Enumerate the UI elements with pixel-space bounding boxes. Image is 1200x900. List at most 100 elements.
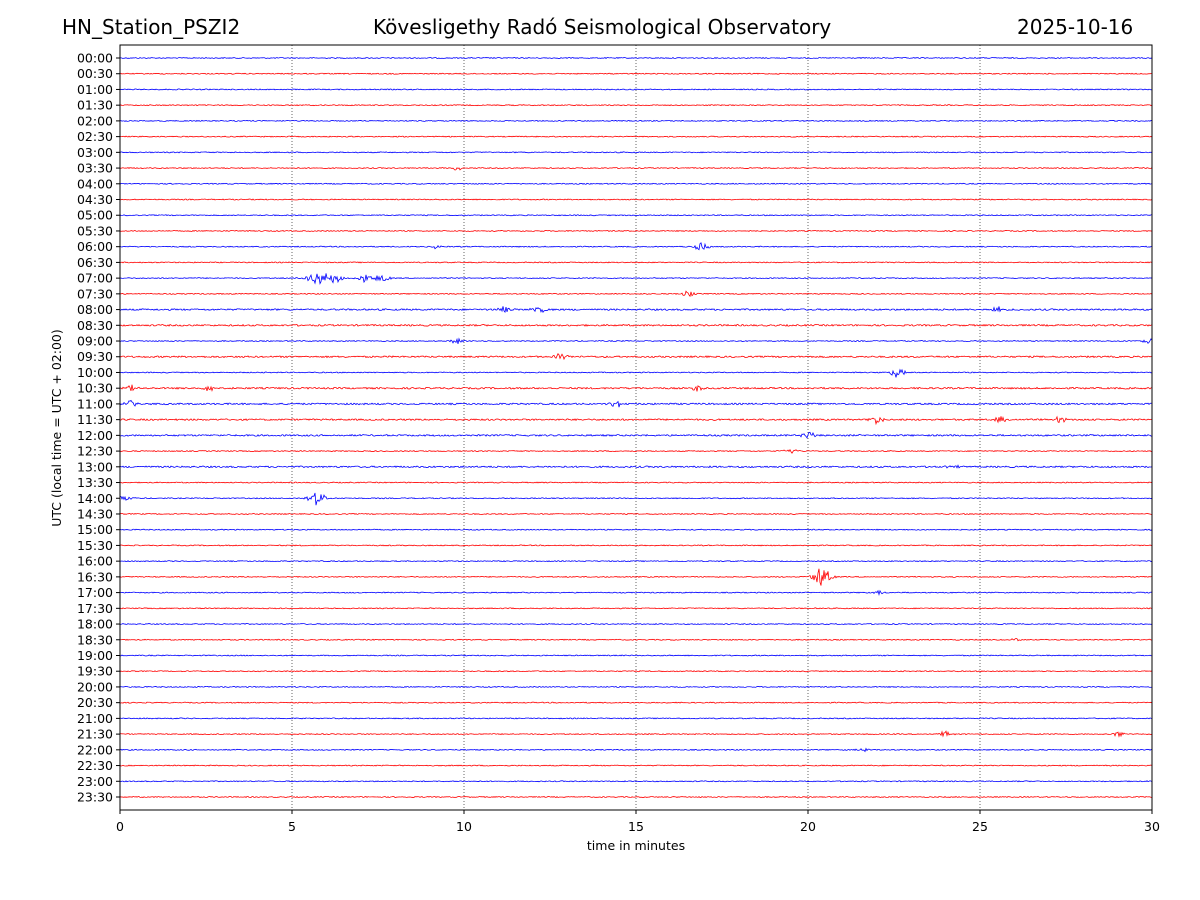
trace-0400: [119, 182, 1153, 185]
y-axis-label: UTC (local time = UTC + 02:00): [49, 329, 64, 527]
y-tick-label: 10:00: [77, 365, 113, 380]
trace-1630: [119, 568, 1153, 586]
trace-2130: [119, 730, 1153, 738]
y-tick-label: 19:00: [77, 648, 113, 663]
y-tick-label: 17:00: [77, 585, 113, 600]
y-tick-label: 03:00: [77, 145, 113, 160]
y-tick-label: 06:30: [77, 255, 113, 270]
trace-0330: [119, 167, 1153, 171]
trace-1200: [119, 431, 1153, 439]
y-tick-label: 04:00: [77, 176, 113, 191]
y-tick-label: 21:30: [77, 727, 113, 742]
trace-1230: [119, 448, 1153, 454]
y-tick-label: 19:30: [77, 664, 113, 679]
trace-1530: [119, 544, 1153, 547]
trace-2230: [119, 764, 1153, 767]
x-tick-label: 20: [800, 819, 816, 834]
trace-0000: [119, 56, 1153, 59]
y-tick-label: 08:00: [77, 302, 113, 317]
x-tick-label: 30: [1144, 819, 1160, 834]
trace-2030: [119, 701, 1153, 704]
trace-0630: [119, 261, 1153, 264]
y-tick-label: 07:30: [77, 286, 113, 301]
y-tick-label: 03:30: [77, 161, 113, 176]
y-tick-label: 16:00: [77, 554, 113, 569]
trace-1000: [119, 368, 1153, 378]
trace-0300: [119, 151, 1153, 154]
y-tick-label: 21:00: [77, 711, 113, 726]
trace-0130: [119, 104, 1153, 107]
y-tick-label: 05:00: [77, 208, 113, 223]
trace-0200: [119, 119, 1153, 122]
trace-1430: [119, 512, 1153, 516]
trace-0900: [119, 337, 1153, 345]
y-tick-label: 20:00: [77, 679, 113, 694]
y-tick-label: 18:00: [77, 617, 113, 632]
trace-0530: [119, 229, 1153, 232]
trace-0730: [119, 290, 1153, 298]
x-tick-label: 25: [972, 819, 988, 834]
trace-0600: [119, 242, 1153, 251]
trace-2300: [119, 780, 1153, 783]
y-tick-label: 14:30: [77, 506, 113, 521]
trace-0830: [119, 323, 1153, 327]
trace-2330: [119, 796, 1153, 799]
y-tick-label: 13:00: [77, 459, 113, 474]
y-tick-label: 02:30: [77, 129, 113, 144]
y-tick-label: 18:30: [77, 632, 113, 647]
y-tick-label: 10:30: [77, 381, 113, 396]
y-tick-label: 11:00: [77, 396, 113, 411]
trace-0030: [119, 72, 1153, 75]
trace-1700: [119, 589, 1153, 597]
x-tick-label: 15: [628, 819, 644, 834]
y-tick-label: 01:00: [77, 82, 113, 97]
y-tick-label: 20:30: [77, 695, 113, 710]
x-axis-label: time in minutes: [587, 838, 685, 853]
trace-1830: [119, 637, 1153, 642]
y-tick-label: 13:30: [77, 475, 113, 490]
y-tick-label: 17:30: [77, 601, 113, 616]
x-tick-label: 0: [116, 819, 124, 834]
y-tick-label: 00:30: [77, 66, 113, 81]
trace-2100: [119, 717, 1153, 720]
trace-0430: [119, 198, 1153, 201]
chart-title: Kövesligethy Radó Seismological Observat…: [373, 15, 832, 39]
trace-2000: [119, 685, 1153, 688]
y-tick-label: 16:30: [77, 569, 113, 584]
trace-1930: [119, 670, 1153, 673]
y-tick-label: 09:00: [77, 334, 113, 349]
trace-1100: [119, 399, 1153, 408]
y-tick-label: 15:30: [77, 538, 113, 553]
trace-1330: [119, 481, 1153, 484]
y-tick-label: 14:00: [77, 491, 113, 506]
y-tick-label: 11:30: [77, 412, 113, 427]
y-tick-label: 09:30: [77, 349, 113, 364]
trace-0700: [119, 273, 1153, 285]
y-tick-label: 02:00: [77, 113, 113, 128]
y-tick-label: 05:30: [77, 223, 113, 238]
y-tick-label: 06:00: [77, 239, 113, 254]
trace-0230: [119, 135, 1153, 138]
trace-0100: [119, 88, 1153, 91]
y-tick-label: 23:30: [77, 790, 113, 805]
trace-1030: [119, 384, 1153, 392]
y-tick-label: 12:30: [77, 444, 113, 459]
trace-1130: [119, 415, 1153, 426]
trace-1400: [119, 492, 1153, 506]
trace-0800: [119, 306, 1153, 313]
station-name: HN_Station_PSZI2: [62, 15, 241, 39]
x-tick-label: 10: [456, 819, 472, 834]
trace-1300: [119, 464, 1153, 469]
y-tick-label: 15:00: [77, 522, 113, 537]
y-tick-label: 12:00: [77, 428, 113, 443]
y-tick-label: 23:00: [77, 774, 113, 789]
trace-1900: [119, 654, 1153, 657]
y-tick-label: 00:00: [77, 51, 113, 66]
y-tick-label: 07:00: [77, 271, 113, 286]
trace-0500: [119, 214, 1153, 217]
y-tick-label: 22:00: [77, 742, 113, 757]
trace-1500: [119, 528, 1153, 531]
trace-0930: [119, 353, 1153, 361]
